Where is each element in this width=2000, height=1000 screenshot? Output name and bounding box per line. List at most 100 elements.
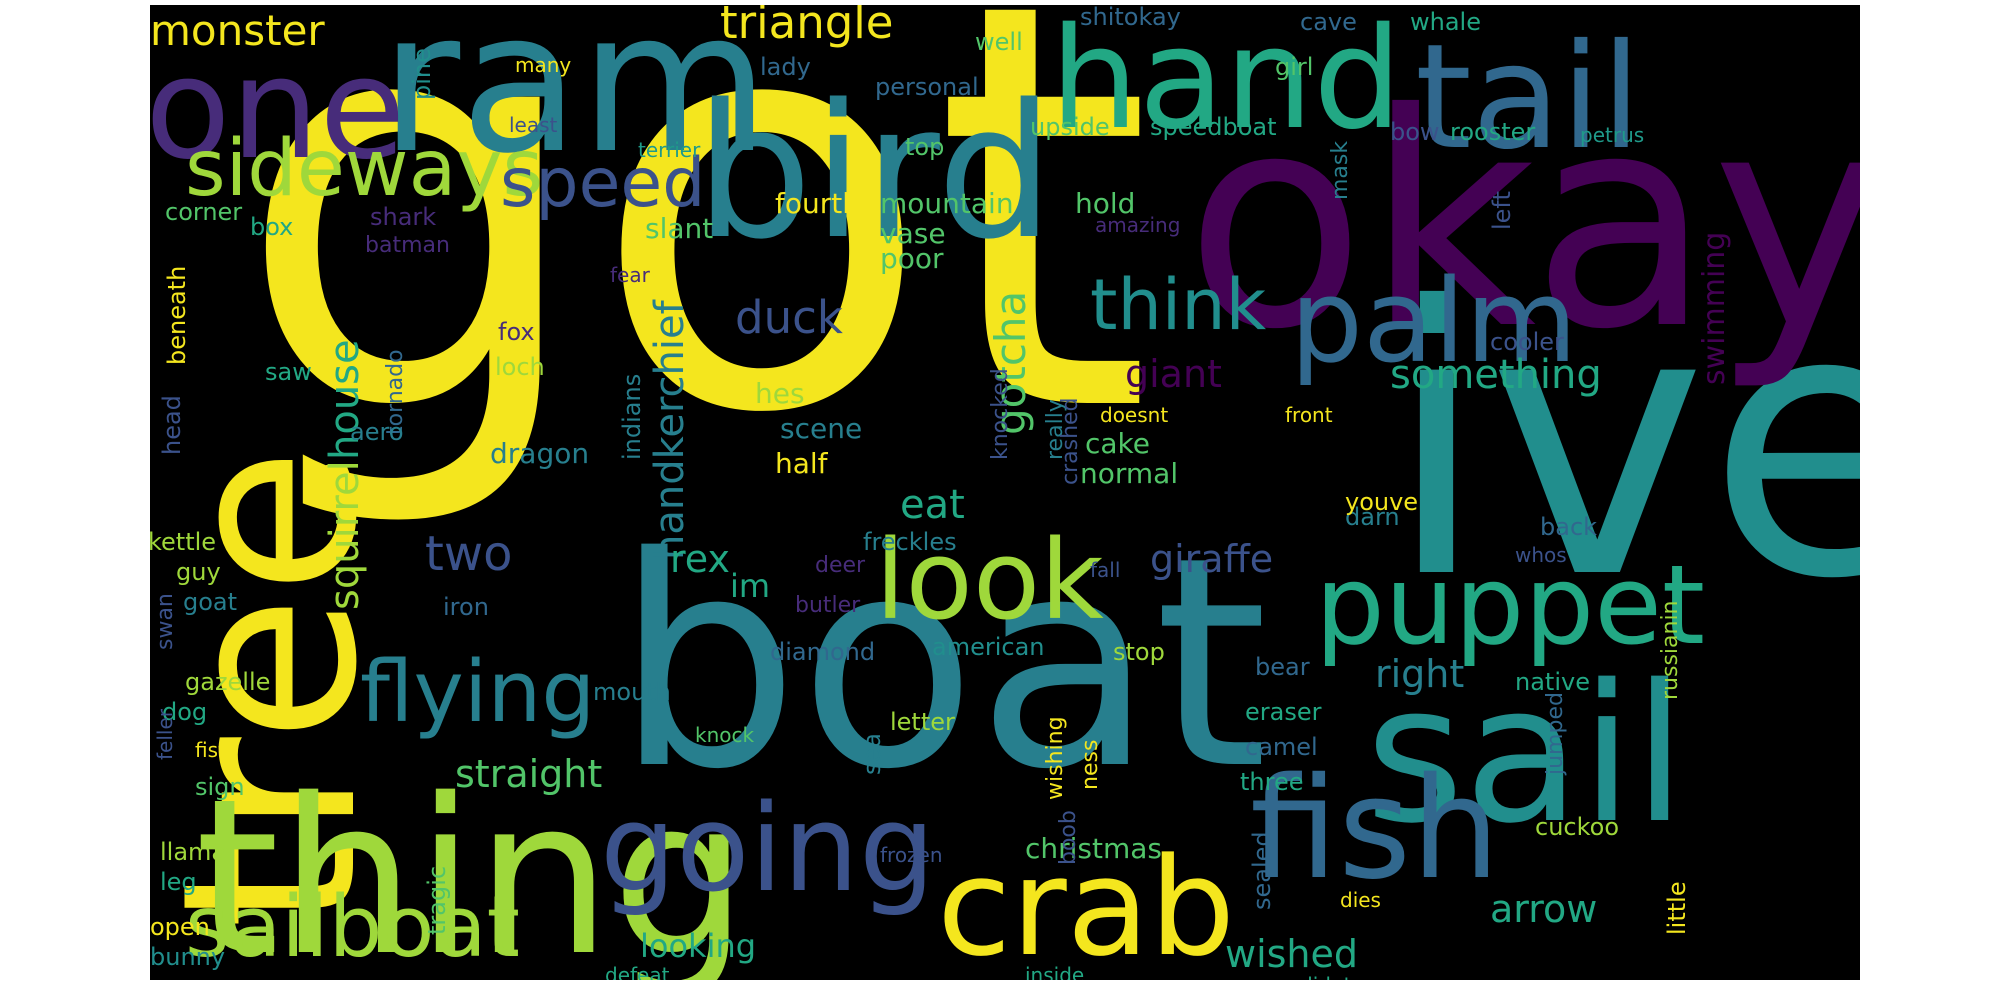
word-russianin: russianin	[1658, 600, 1683, 700]
word-amazing: amazing	[1095, 213, 1181, 237]
word-eraser: eraser	[1245, 698, 1322, 726]
word-upside: upside	[1030, 113, 1110, 141]
word-batman: batman	[365, 233, 450, 258]
word-mask: mask	[1328, 140, 1353, 200]
word-fist: fist	[195, 738, 226, 762]
word-christmas: christmas	[1025, 832, 1163, 865]
word-tail: tail	[1415, 13, 1642, 182]
word-letter: letter	[890, 708, 955, 736]
word-leg: leg	[160, 868, 197, 896]
word-dies: dies	[1340, 888, 1381, 912]
word-llama: llama	[160, 838, 227, 866]
word-wished: wished	[1225, 932, 1359, 976]
word-whale: whale	[1410, 8, 1481, 36]
word-got: got	[235, 5, 1153, 536]
word-flying: flying	[360, 643, 596, 742]
word-many: many	[515, 53, 572, 77]
word-poor: poor	[880, 242, 944, 275]
word-fourth: fourth	[775, 187, 860, 220]
word-box: box	[250, 213, 294, 241]
word-personal: personal	[875, 73, 979, 101]
word-loch: loch	[495, 353, 545, 381]
word-frozen: frozen	[880, 843, 943, 867]
word-saw: saw	[265, 358, 312, 386]
word-speedboat: speedboat	[1150, 113, 1277, 141]
word-triangle: triangle	[720, 5, 894, 49]
word-doesnt: doesnt	[1100, 403, 1169, 427]
word-im: im	[730, 567, 771, 605]
word-straight: straight	[455, 752, 603, 796]
word-sea: sea	[858, 733, 886, 775]
word-right: right	[1375, 652, 1465, 696]
word-american: american	[932, 633, 1045, 661]
word-crashed: crashed	[1058, 397, 1083, 485]
word-looking: looking	[640, 927, 757, 965]
word-eat: eat	[900, 482, 965, 528]
word-scene: scene	[780, 412, 863, 445]
word-cave: cave	[1300, 8, 1357, 36]
word-pine: pine	[408, 48, 436, 100]
word-fear: fear	[610, 263, 650, 287]
word-least: least	[509, 113, 558, 137]
word-fall: fall	[1090, 558, 1121, 582]
word-butler: butler	[795, 593, 861, 618]
word-shark: shark	[370, 203, 437, 231]
word-stop: stop	[1113, 638, 1165, 666]
word-whos: whos	[1515, 543, 1567, 567]
word-thing: thing	[195, 752, 749, 980]
word-deer: deer	[815, 553, 866, 578]
word-indians: indians	[618, 373, 646, 460]
word-three: three	[1240, 768, 1304, 796]
word-swimming: swimming	[1697, 231, 1732, 385]
word-giant: giant	[1125, 352, 1222, 396]
word-head: head	[158, 395, 186, 455]
word-going: going	[600, 780, 936, 919]
word-hold: hold	[1075, 187, 1136, 220]
word-tragic: tragic	[423, 865, 451, 935]
word-bunny: bunny	[150, 943, 226, 971]
word-sailboat: sailboat	[185, 878, 520, 977]
word-open: open	[150, 913, 210, 941]
word-fox: fox	[498, 318, 535, 346]
word-inside: inside	[1025, 963, 1085, 980]
word-well: well	[975, 28, 1023, 56]
word-look: look	[875, 516, 1104, 644]
word-palm: palm	[1290, 255, 1578, 389]
word-slant: slant	[645, 212, 714, 245]
word-rex: rex	[670, 537, 730, 581]
word-something: something	[1390, 352, 1602, 398]
word-beneath: beneath	[163, 265, 191, 365]
word-fish: fish	[1250, 748, 1500, 911]
word-ive: ive	[1385, 230, 1860, 660]
word-crab: crab	[937, 829, 1236, 980]
word-petrus: petrus	[1580, 123, 1645, 147]
word-left: left	[1488, 191, 1516, 230]
word-knocked: knocked	[988, 368, 1013, 460]
word-back: back	[1540, 513, 1598, 541]
word-corner: corner	[165, 198, 243, 226]
word-normal: normal	[1080, 457, 1179, 490]
word-terrier: terrier	[638, 138, 701, 162]
word-gazelle: gazelle	[185, 668, 271, 696]
word-cuckoo: cuckoo	[1535, 813, 1620, 841]
word-defeat: defeat	[605, 963, 670, 980]
word-bird: bird	[695, 64, 1055, 280]
word-sealed: sealed	[1248, 831, 1276, 910]
word-arrow: arrow	[1490, 887, 1598, 931]
word-mouth: mouth	[593, 678, 671, 706]
word-half: half	[775, 447, 828, 480]
word-shitokay: shitokay	[1080, 5, 1181, 31]
word-lady: lady	[760, 53, 811, 81]
word-cake: cake	[1085, 427, 1150, 460]
word-top: top	[905, 133, 945, 161]
word-puppet: puppet	[1315, 541, 1705, 669]
word-dog: dog	[162, 698, 208, 726]
word-vase: vase	[880, 217, 946, 250]
word-speed: speed	[500, 144, 706, 223]
word-rooster: rooster	[1450, 118, 1536, 146]
word-camel: camel	[1245, 733, 1318, 761]
word-freckles: freckles	[863, 528, 957, 556]
word-dragon: dragon	[490, 437, 590, 470]
word-ram: ram	[380, 5, 770, 196]
word-feller: feller	[153, 709, 177, 760]
